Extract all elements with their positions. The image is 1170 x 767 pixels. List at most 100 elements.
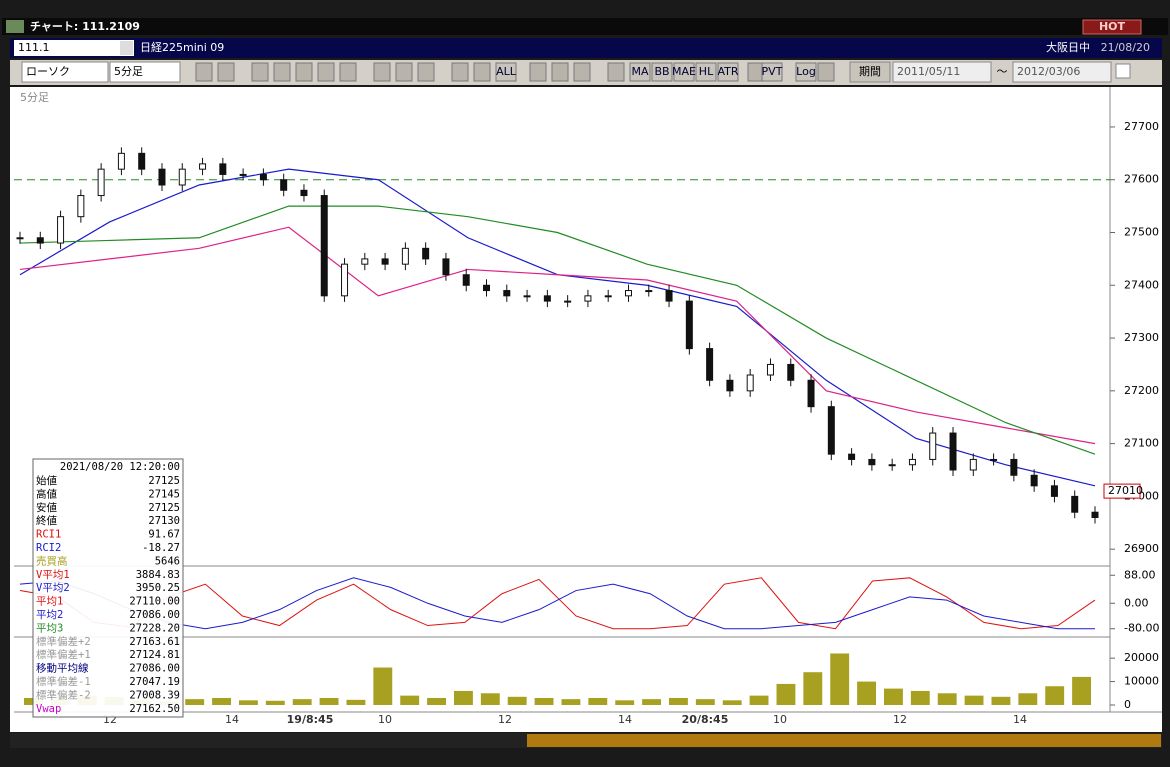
icon[interactable] xyxy=(607,62,625,82)
info-label: Vwap xyxy=(36,703,61,715)
candle xyxy=(178,168,186,186)
icon[interactable] xyxy=(273,62,291,82)
y-tick-label: 27300 xyxy=(1124,331,1159,344)
window-title: チャート: 111.2109 xyxy=(30,20,140,33)
info-label: 標準偏差-2 xyxy=(36,688,91,701)
toolbar-button-label: MA xyxy=(631,65,648,78)
icon[interactable] xyxy=(451,62,469,82)
toolbar-button[interactable] xyxy=(673,62,695,82)
toolbar-button[interactable] xyxy=(795,62,817,82)
icon[interactable] xyxy=(251,62,269,82)
from-input[interactable] xyxy=(892,61,992,83)
icon[interactable] xyxy=(473,62,491,82)
code-input[interactable] xyxy=(14,40,134,56)
volume-bar xyxy=(964,695,984,705)
y-tick-label: 27200 xyxy=(1124,384,1159,397)
candle xyxy=(361,258,369,265)
info-value: 27125 xyxy=(148,475,180,487)
candle xyxy=(685,300,693,350)
candle xyxy=(97,168,105,197)
candle xyxy=(990,458,998,461)
x-tick-label: 12 xyxy=(893,713,907,726)
icon[interactable] xyxy=(551,62,569,82)
icon[interactable] xyxy=(573,62,591,82)
interval-select[interactable] xyxy=(109,61,181,83)
hot-button[interactable] xyxy=(1082,19,1142,35)
volume-bar xyxy=(239,700,258,705)
checkbox[interactable] xyxy=(1115,63,1131,79)
icon[interactable] xyxy=(529,62,547,82)
y-tick-label: 27400 xyxy=(1124,278,1159,291)
info-label: 標準偏差+2 xyxy=(36,635,91,648)
volume-bar xyxy=(561,699,581,705)
code-dropdown[interactable] xyxy=(120,41,133,55)
candle xyxy=(726,379,734,392)
scroll-thumb[interactable] xyxy=(527,734,1161,747)
last-price-box xyxy=(1103,483,1141,499)
x-tick-label: 14 xyxy=(618,713,632,726)
info-value: 27086.00 xyxy=(129,609,180,621)
icon[interactable] xyxy=(339,62,357,82)
icon[interactable] xyxy=(395,62,413,82)
candle xyxy=(543,295,551,302)
candle xyxy=(401,247,409,265)
candle xyxy=(969,458,977,471)
info-value: 27110.00 xyxy=(129,596,180,608)
volume-bar xyxy=(319,697,339,705)
info-value: 27162.50 xyxy=(129,703,180,715)
candle xyxy=(1050,485,1058,497)
toolbar-button[interactable] xyxy=(761,62,783,82)
info-value: 27125 xyxy=(148,502,180,514)
toolbar-button-label: MAE xyxy=(672,65,696,78)
x-tick-label: 14 xyxy=(1013,713,1027,726)
candle xyxy=(949,432,957,471)
candle xyxy=(807,379,815,408)
info-value: 27228.20 xyxy=(129,622,180,634)
icon[interactable] xyxy=(195,62,213,82)
period-button[interactable] xyxy=(849,61,891,83)
icon[interactable] xyxy=(417,62,435,82)
volume-bar xyxy=(534,697,554,705)
candle xyxy=(645,290,653,293)
info-label: RCI2 xyxy=(36,542,61,554)
y-tick-label: 0 xyxy=(1124,698,1131,711)
icon[interactable] xyxy=(217,62,235,82)
toolbar-button[interactable] xyxy=(629,62,651,82)
toolbar-button[interactable] xyxy=(717,62,739,82)
volume-bar xyxy=(212,697,231,705)
interval-caption: 5分足 xyxy=(20,91,49,104)
x-tick-label: 10 xyxy=(378,713,392,726)
header-bar xyxy=(10,38,1162,58)
toolbar-button[interactable] xyxy=(695,62,717,82)
icon[interactable] xyxy=(373,62,391,82)
candle xyxy=(1091,511,1099,519)
info-value: 27124.81 xyxy=(129,649,180,661)
candle xyxy=(766,363,774,376)
candle xyxy=(462,274,470,286)
info-label: RCI1 xyxy=(36,529,61,541)
style-select[interactable] xyxy=(21,61,109,83)
volume-bar xyxy=(803,672,823,705)
icon[interactable] xyxy=(295,62,313,82)
candle xyxy=(158,168,166,186)
candle xyxy=(199,163,207,170)
rci-line xyxy=(19,577,1096,630)
volume-bar xyxy=(615,700,635,705)
candle xyxy=(1071,495,1079,513)
volume-bar xyxy=(588,697,608,705)
app-icon xyxy=(6,20,24,33)
info-label: 高値 xyxy=(36,487,57,500)
icon[interactable] xyxy=(817,62,835,82)
candle xyxy=(381,258,389,265)
to-date: 2012/03/06 xyxy=(1017,65,1080,78)
info-label: 平均2 xyxy=(36,609,63,621)
volume-bar xyxy=(1018,693,1038,705)
candle xyxy=(827,406,835,455)
candle xyxy=(848,453,856,460)
toolbar-button[interactable] xyxy=(495,62,517,82)
hot-label: HOT xyxy=(1099,20,1126,33)
icon[interactable] xyxy=(317,62,335,82)
toolbar-button[interactable] xyxy=(651,62,673,82)
info-value: 27145 xyxy=(148,488,180,500)
to-input[interactable] xyxy=(1012,61,1112,83)
